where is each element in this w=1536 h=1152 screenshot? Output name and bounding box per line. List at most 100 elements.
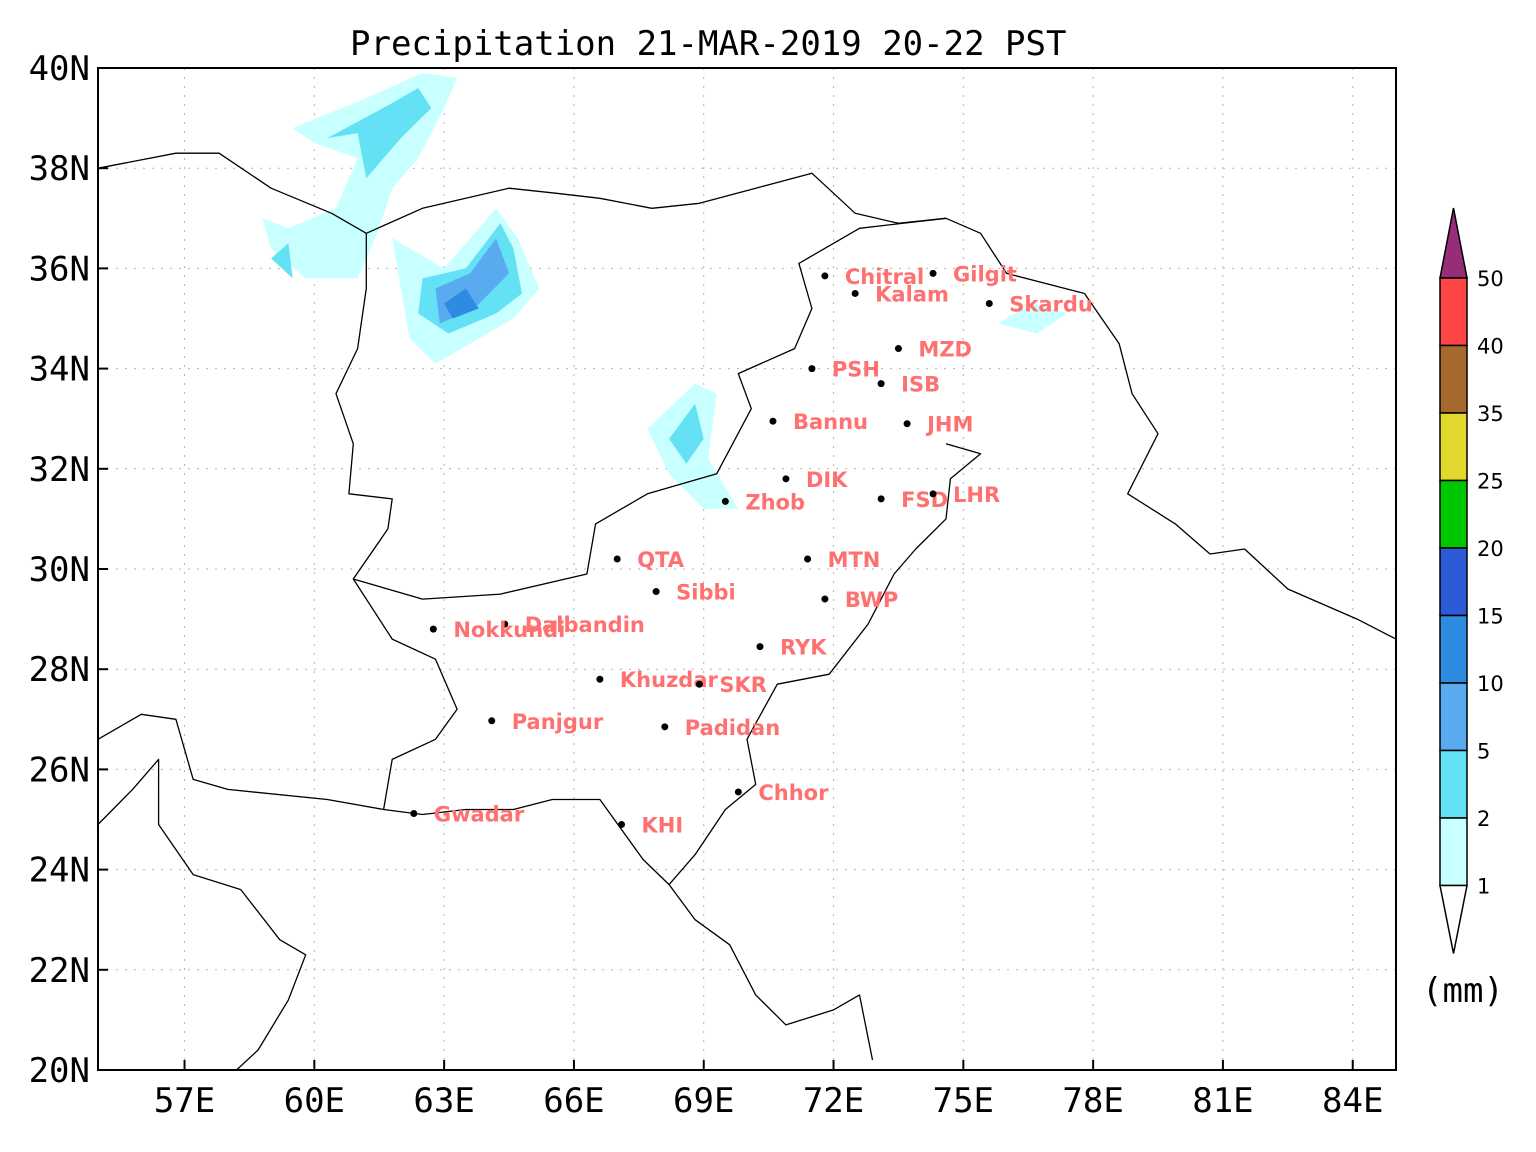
city-label: Gwadar xyxy=(434,802,525,826)
precip-area xyxy=(271,243,293,279)
city-label: JHM xyxy=(925,413,973,437)
city-label: Khuzdar xyxy=(620,668,719,692)
city-label: Chitral xyxy=(845,265,924,289)
lon-tick-label: 60E xyxy=(284,1081,345,1121)
lat-tick-label: 36N xyxy=(29,249,90,289)
city-dot xyxy=(410,809,418,817)
lat-tick-label: 30N xyxy=(29,550,90,590)
colorbar-level-label: 50 xyxy=(1477,267,1504,291)
city-dot xyxy=(734,788,742,796)
lon-tick-label: 69E xyxy=(673,1081,734,1121)
colorbar-under-triangle xyxy=(1439,884,1468,954)
colorbar-segment xyxy=(1439,344,1468,414)
precip-area xyxy=(444,288,479,319)
city-label: Sibbi xyxy=(676,581,736,605)
lat-tick-label: 38N xyxy=(29,149,90,189)
grid-lines xyxy=(98,68,1396,1070)
city-dot xyxy=(488,717,496,725)
city-dot xyxy=(821,595,829,603)
lat-tick-label: 40N xyxy=(29,49,90,89)
lat-tick-label: 22N xyxy=(29,951,90,991)
lon-tick-label: 75E xyxy=(933,1081,994,1121)
city-label: ISB xyxy=(901,373,940,397)
city-label: RYK xyxy=(780,636,827,660)
city-dot xyxy=(501,620,509,628)
colorbar-level-label: 35 xyxy=(1477,402,1504,426)
city-label: Padidan xyxy=(685,716,780,740)
colorbar-segment xyxy=(1439,614,1468,684)
country-border xyxy=(1083,293,1397,640)
city-dot xyxy=(903,420,911,428)
city-dot xyxy=(894,345,902,353)
colorbar-segment xyxy=(1439,547,1468,617)
country-border xyxy=(353,217,1085,600)
city-label: KHI xyxy=(642,814,684,838)
city-dot xyxy=(661,723,669,731)
city-label: Bannu xyxy=(793,410,868,434)
city-label: SKR xyxy=(719,673,767,697)
colorbar-segment xyxy=(1439,682,1468,752)
city-dot xyxy=(695,680,703,688)
city-dot xyxy=(821,272,829,280)
country-border xyxy=(97,152,458,811)
city-label: MTN xyxy=(828,548,881,572)
city-label: QTA xyxy=(637,548,685,572)
lat-tick-label: 32N xyxy=(29,450,90,490)
city-dot xyxy=(929,269,937,277)
city-label: FSD xyxy=(901,488,948,512)
city-label: Dalbandin xyxy=(525,613,645,637)
colorbar-segment xyxy=(1439,412,1468,482)
lon-tick-label: 84E xyxy=(1322,1081,1383,1121)
colorbar-segment xyxy=(1439,479,1468,549)
lon-tick-label: 66E xyxy=(543,1081,604,1121)
colorbar-level-label: 20 xyxy=(1477,537,1504,561)
map-title: Precipitation 21-MAR-2019 20-22 PST xyxy=(350,24,1066,64)
axis-ticks: 57E 60E 63E 66E 69E 72E 75E 78E 81E 84E 40N 38N 36N 3… xyxy=(29,49,1384,1121)
city-label: Kalam xyxy=(875,282,949,306)
lon-tick-label: 72E xyxy=(803,1081,864,1121)
precip-area xyxy=(669,403,704,464)
city-dot xyxy=(613,555,621,563)
lon-tick-label: 57E xyxy=(154,1081,215,1121)
colorbar-level-label: 2 xyxy=(1477,807,1490,831)
country-border xyxy=(366,172,947,234)
colorbar-level-label: 5 xyxy=(1477,740,1490,764)
lat-tick-label: 24N xyxy=(29,851,90,891)
lat-tick-label: 26N xyxy=(29,750,90,790)
colorbar-level-label: 40 xyxy=(1477,335,1504,359)
city-dot xyxy=(782,475,790,483)
lat-tick-label: 34N xyxy=(29,350,90,390)
colorbar-level-label: 10 xyxy=(1477,672,1504,696)
precip-area xyxy=(997,303,1068,334)
colorbar-level-label: 15 xyxy=(1477,605,1504,629)
colorbar-level-label: 1 xyxy=(1477,875,1490,899)
city-label: DIK xyxy=(806,468,848,492)
colorbar-level-label: 25 xyxy=(1477,470,1504,494)
lat-tick-label: 20N xyxy=(29,1051,90,1091)
city-label: PSH xyxy=(832,358,880,382)
city-dot xyxy=(429,625,437,633)
colorbar-unit: (mm) xyxy=(1422,971,1504,1011)
lon-tick-label: 78E xyxy=(1062,1081,1123,1121)
city-label: Chhor xyxy=(758,781,829,805)
precipitation-shading xyxy=(262,73,1068,509)
city-dot xyxy=(851,289,859,297)
city-dot xyxy=(652,588,660,596)
coastline xyxy=(383,798,874,1061)
city-dot xyxy=(985,299,993,307)
city-dot xyxy=(618,821,626,829)
city-dot xyxy=(804,555,812,563)
boundary-lines xyxy=(97,152,1397,1071)
lon-tick-label: 81E xyxy=(1192,1081,1253,1121)
colorbar-segment xyxy=(1439,749,1468,819)
city-label: Gilgit xyxy=(953,262,1017,286)
city-dot xyxy=(596,675,604,683)
city-dot xyxy=(877,380,885,388)
city-dot xyxy=(877,495,885,503)
city-dot xyxy=(929,490,937,498)
city-label: LHR xyxy=(953,483,1000,507)
city-label: MZD xyxy=(918,338,972,362)
colorbar-segment xyxy=(1439,277,1468,347)
